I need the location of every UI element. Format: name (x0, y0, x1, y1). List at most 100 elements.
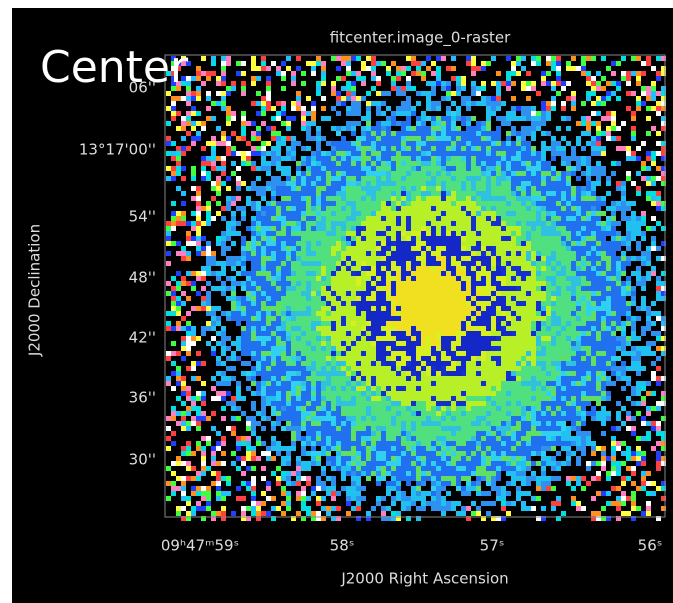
raster-pixel (456, 196, 461, 201)
raster-pixel (261, 306, 266, 311)
raster-pixel (426, 236, 431, 241)
raster-pixel (486, 196, 491, 201)
raster-pixel (261, 226, 266, 231)
raster-pixel (531, 146, 536, 151)
raster-pixel (466, 296, 471, 301)
raster-pixel (431, 301, 436, 306)
raster-pixel (166, 251, 171, 256)
raster-pixel (581, 291, 586, 296)
raster-pixel (376, 316, 381, 321)
raster-pixel (586, 166, 591, 171)
raster-pixel (271, 336, 276, 341)
raster-pixel (621, 211, 626, 216)
raster-pixel (501, 286, 506, 291)
raster-pixel (341, 211, 346, 216)
raster-pixel (271, 261, 276, 266)
raster-pixel (461, 86, 466, 91)
raster-pixel (326, 281, 331, 286)
raster-pixel (516, 146, 521, 151)
raster-pixel (206, 296, 211, 301)
raster-pixel (571, 106, 576, 111)
raster-pixel (551, 61, 556, 66)
raster-pixel (296, 261, 301, 266)
raster-pixel (471, 331, 476, 336)
raster-pixel (641, 221, 646, 226)
raster-pixel (291, 206, 296, 211)
raster-pixel (386, 171, 391, 176)
raster-pixel (296, 366, 301, 371)
raster-pixel (486, 161, 491, 166)
raster-pixel (396, 181, 401, 186)
raster-pixel (601, 301, 606, 306)
raster-pixel (356, 191, 361, 196)
raster-pixel (491, 276, 496, 281)
raster-pixel (461, 151, 466, 156)
raster-pixel (336, 286, 341, 291)
raster-pixel (611, 256, 616, 261)
raster-pixel (511, 281, 516, 286)
raster-pixel (486, 176, 491, 181)
raster-pixel (591, 321, 596, 326)
raster-pixel (466, 271, 471, 276)
raster-pixel (641, 161, 646, 166)
raster-pixel (171, 96, 176, 101)
raster-pixel (391, 221, 396, 226)
raster-pixel (231, 281, 236, 286)
raster-pixel (611, 171, 616, 176)
raster-pixel (416, 246, 421, 251)
raster-pixel (611, 211, 616, 216)
raster-pixel (456, 311, 461, 316)
raster-pixel (606, 336, 611, 341)
raster-pixel (471, 56, 476, 61)
raster-pixel (196, 86, 201, 91)
raster-pixel (456, 181, 461, 186)
raster-pixel (321, 361, 326, 366)
raster-pixel (256, 321, 261, 326)
raster-pixel (591, 216, 596, 221)
raster-pixel (601, 236, 606, 241)
raster-pixel (241, 281, 246, 286)
raster-pixel (406, 261, 411, 266)
raster-pixel (191, 106, 196, 111)
raster-pixel (596, 206, 601, 211)
raster-pixel (566, 126, 571, 131)
raster-pixel (576, 121, 581, 126)
raster-pixel (291, 136, 296, 141)
raster-pixel (416, 161, 421, 166)
raster-pixel (441, 226, 446, 231)
raster-pixel (436, 176, 441, 181)
raster-pixel (196, 186, 201, 191)
raster-pixel (431, 126, 436, 131)
raster-pixel (466, 216, 471, 221)
raster-pixel (391, 111, 396, 116)
raster-pixel (336, 341, 341, 346)
raster-pixel (211, 261, 216, 266)
raster-pixel (326, 251, 331, 256)
raster-pixel (371, 366, 376, 371)
raster-pixel (591, 201, 596, 206)
raster-pixel (496, 376, 501, 381)
raster-pixel (436, 81, 441, 86)
raster-pixel (256, 246, 261, 251)
raster-pixel (551, 186, 556, 191)
raster-pixel (321, 181, 326, 186)
raster-pixel (216, 331, 221, 336)
raster-pixel (481, 211, 486, 216)
raster-pixel (421, 226, 426, 231)
raster-pixel (396, 111, 401, 116)
raster-pixel (246, 371, 251, 376)
raster-pixel (286, 301, 291, 306)
raster-pixel (331, 141, 336, 146)
raster-pixel (436, 151, 441, 156)
raster-pixel (286, 221, 291, 226)
raster-pixel (266, 246, 271, 251)
raster-pixel (646, 321, 651, 326)
raster-pixel (306, 376, 311, 381)
raster-pixel (371, 131, 376, 136)
raster-pixel (616, 231, 621, 236)
raster-pixel (536, 321, 541, 326)
raster-pixel (436, 251, 441, 256)
raster-pixel (601, 196, 606, 201)
raster-pixel (356, 221, 361, 226)
raster-pixel (261, 311, 266, 316)
